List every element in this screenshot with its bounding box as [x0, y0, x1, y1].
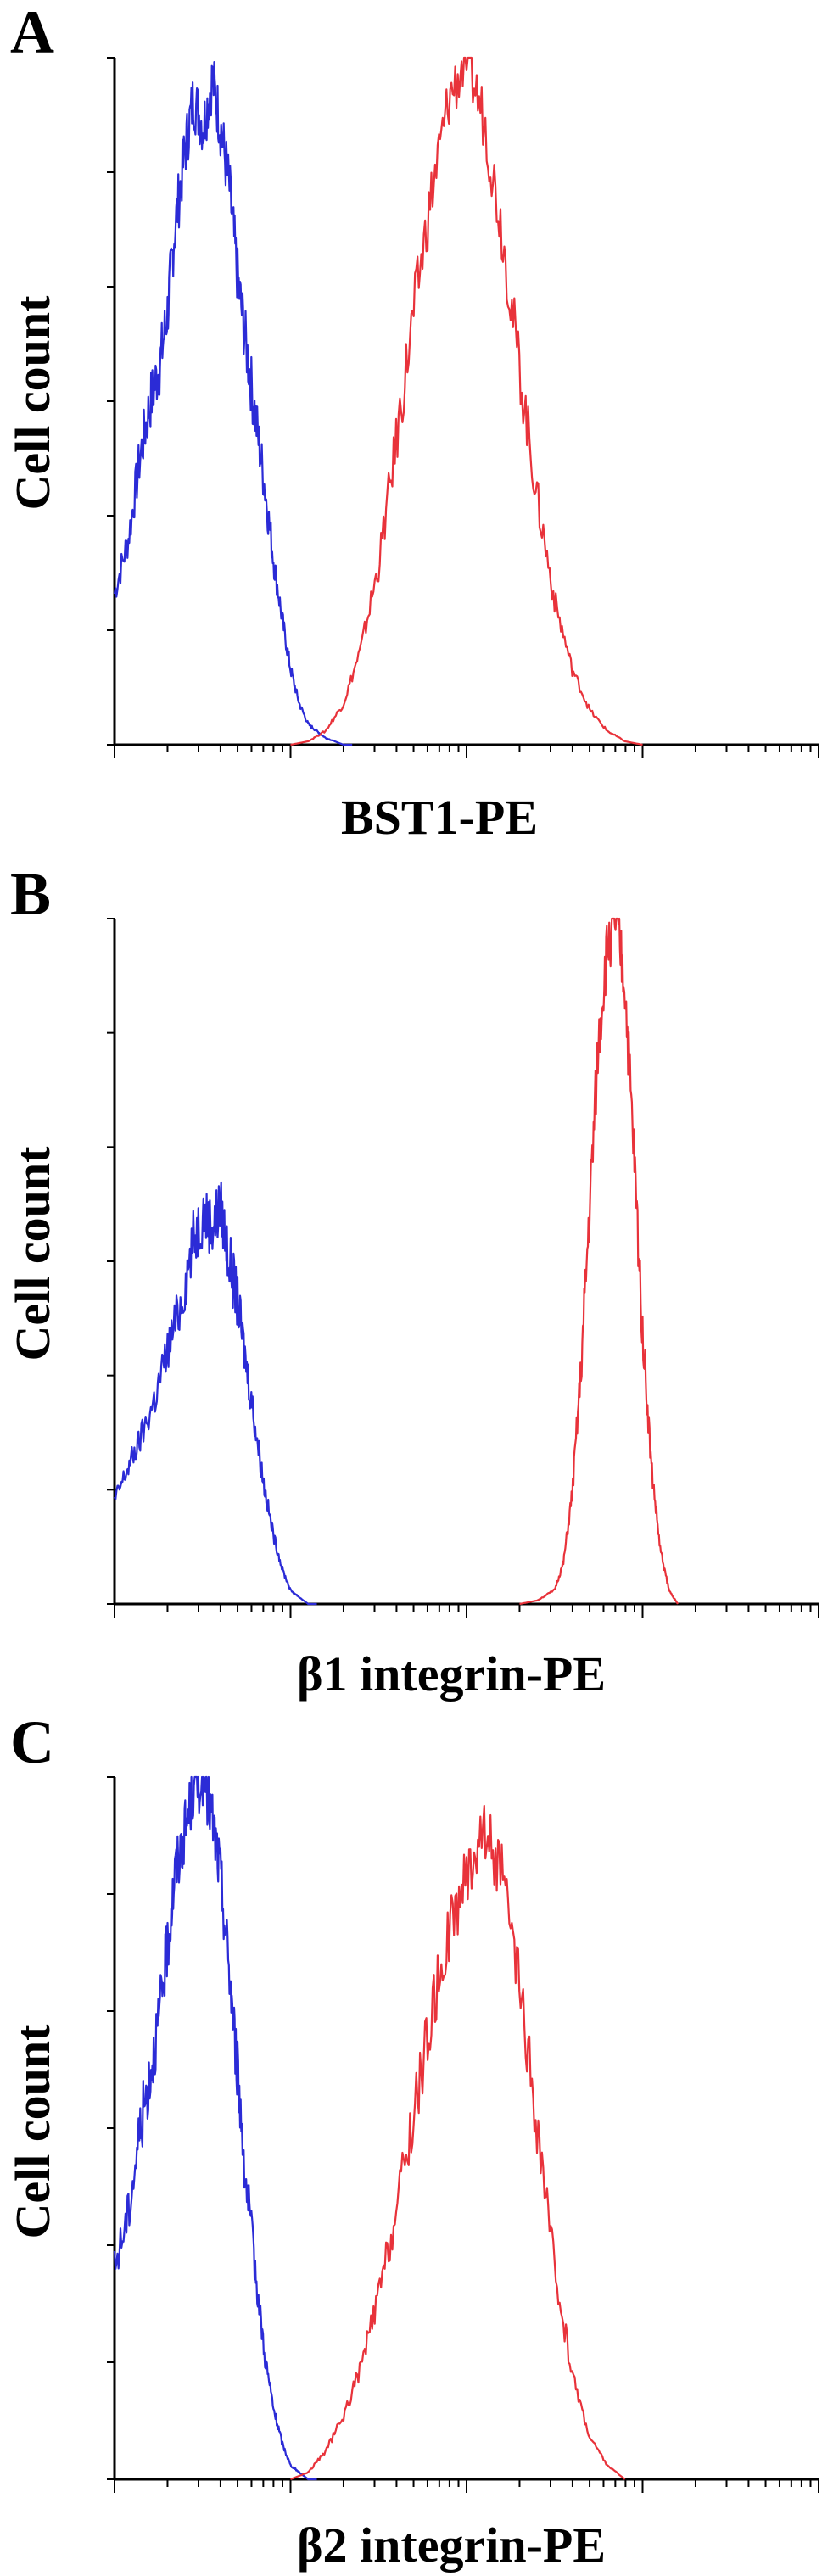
control-histogram-b [114, 1181, 317, 1606]
x-axis-label-b: β1 integrin-PE [297, 1646, 606, 1702]
stained-histogram-b [519, 917, 679, 1606]
control-histogram-a [113, 61, 353, 746]
panel-b: B Cell count β1 integrin-PE [5, 860, 819, 1702]
y-axis-label-c: Cell count [5, 2024, 60, 2239]
y-axis-label-a: Cell count [5, 295, 60, 511]
y-axis-label-b: Cell count [5, 1146, 60, 1361]
panel-letter-b: B [10, 860, 51, 928]
plot-area-a [107, 56, 819, 758]
control-histogram-c [113, 1775, 317, 2481]
plot-area-b [107, 917, 819, 1618]
x-axis-label-a: BST1-PE [341, 790, 538, 845]
panel-a: A Cell count BST1-PE [5, 0, 819, 845]
x-axis-label-c: β2 integrin-PE [297, 2517, 606, 2573]
stained-histogram-a [290, 56, 643, 746]
plot-area-c [107, 1775, 819, 2493]
panel-letter-a: A [10, 0, 54, 66]
panel-c: C Cell count β2 integrin-PE [5, 1708, 819, 2573]
stained-histogram-c [290, 1804, 626, 2481]
panel-letter-c: C [10, 1708, 54, 1776]
